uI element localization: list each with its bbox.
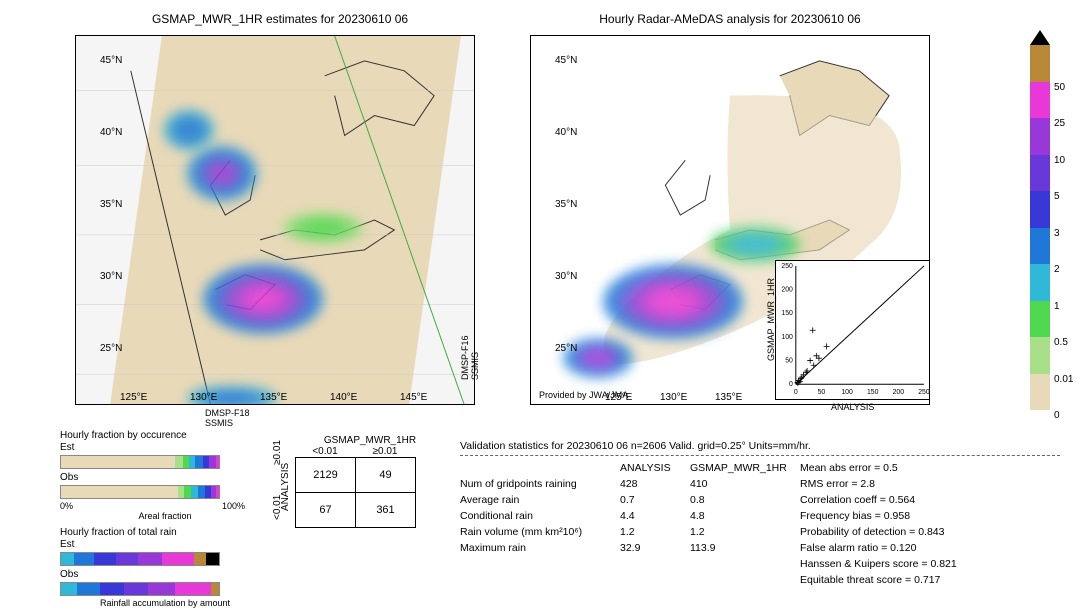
validation-stats: Validation statistics for 20230610 06 n=… xyxy=(460,440,1060,588)
colorbar-arrow-icon xyxy=(1030,30,1050,45)
sat-label-3: DMSP-F16 xyxy=(460,335,470,380)
svg-text:150: 150 xyxy=(781,310,793,317)
left-map-title: GSMAP_MWR_1HR estimates for 20230610 06 xyxy=(120,12,440,26)
colorbar: 00.010.51235102550 xyxy=(1030,30,1050,410)
sat-label-1: DMSP-F18 xyxy=(205,408,250,418)
scatter-plot: 005050100100150150200200250250 ANALYSIS … xyxy=(775,260,930,400)
svg-text:200: 200 xyxy=(781,287,793,294)
svg-text:200: 200 xyxy=(893,389,905,396)
sat-label-4: SSMIS xyxy=(470,352,480,380)
right-map-title: Hourly Radar-AMeDAS analysis for 2023061… xyxy=(560,12,900,26)
left-map xyxy=(75,35,475,405)
svg-text:50: 50 xyxy=(818,389,826,396)
svg-text:100: 100 xyxy=(841,389,853,396)
sat-label-2: SSMIS xyxy=(205,418,233,428)
svg-text:250: 250 xyxy=(781,263,793,270)
contingency-table: GSMAP_MWR_1HR ANALYSIS <0.01≥0.01 212949… xyxy=(280,435,430,528)
hourly-occurrence: Hourly fraction by occurence Est Obs 0%1… xyxy=(60,430,260,608)
svg-text:50: 50 xyxy=(785,358,793,365)
svg-text:150: 150 xyxy=(867,389,879,396)
scatter-ylabel: GSMAP_MWR_1HR xyxy=(766,278,776,361)
svg-text:250: 250 xyxy=(918,389,929,396)
svg-text:100: 100 xyxy=(781,334,793,341)
scatter-xlabel: ANALYSIS xyxy=(831,402,874,412)
svg-text:0: 0 xyxy=(789,381,793,388)
svg-text:0: 0 xyxy=(794,389,798,396)
